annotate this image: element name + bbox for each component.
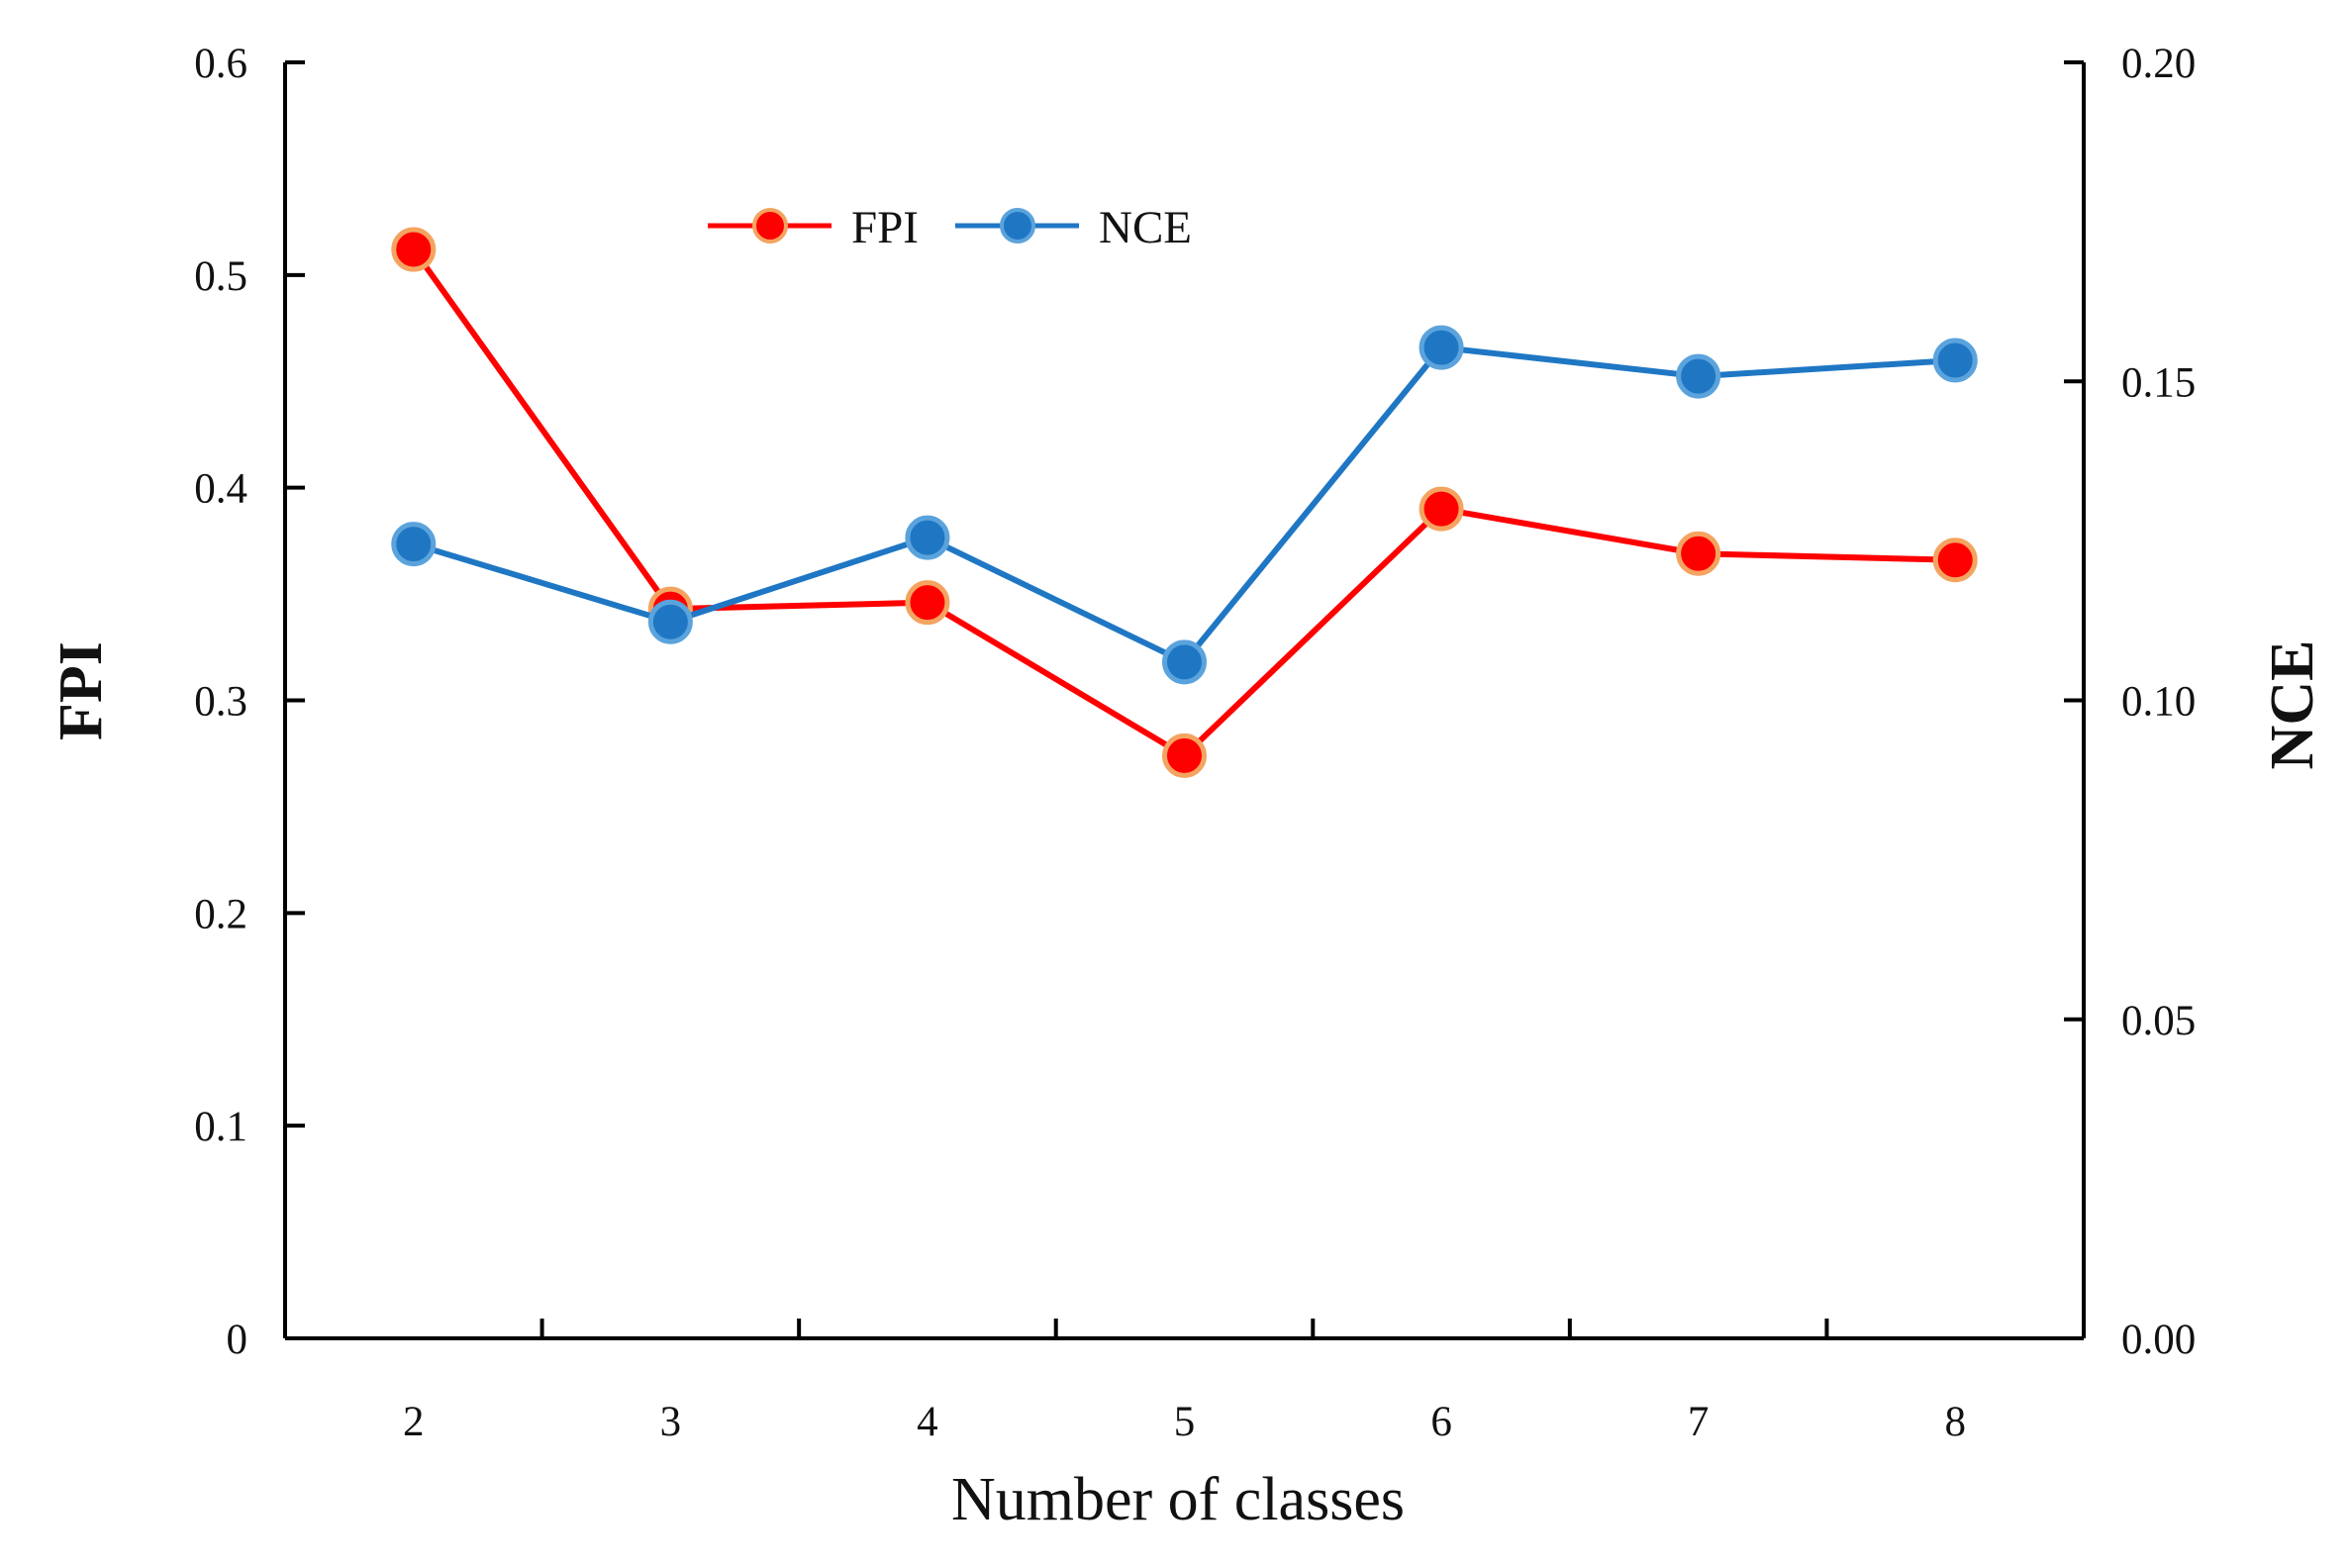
x-tick-label: 6 xyxy=(1430,1399,1452,1445)
left-y-axis-ticks: 0 0.1 0.2 0.3 0.4 0.5 0.6 xyxy=(194,41,305,1363)
right-y-axis-ticks: 0.00 0.05 0.10 0.15 0.20 xyxy=(2064,41,2196,1363)
y2-tick-label: 0.05 xyxy=(2121,998,2196,1044)
x-tick-label: 8 xyxy=(1944,1399,1966,1445)
series-fpi xyxy=(391,227,1978,778)
legend-nce-label: NCE xyxy=(1099,202,1192,253)
nce-point xyxy=(1676,353,1721,399)
x-tick-label: 7 xyxy=(1688,1399,1710,1445)
fpi-point xyxy=(905,580,950,626)
y-tick-label: 0.4 xyxy=(194,466,247,513)
y2-tick-label: 0.20 xyxy=(2121,41,2196,87)
y-tick-label: 0.2 xyxy=(194,891,247,937)
fpi-point xyxy=(1676,531,1721,576)
x-axis-title: Number of classes xyxy=(951,1466,1405,1533)
y2-tick-label: 0.10 xyxy=(2121,679,2196,726)
x-tick-label: 5 xyxy=(1174,1399,1196,1445)
x-axis-ticks: 2 3 4 5 6 7 8 xyxy=(403,1319,1966,1445)
fpi-point xyxy=(391,227,437,272)
legend: FPI NCE xyxy=(708,202,1192,253)
nce-line xyxy=(412,344,1956,665)
x-tick-label: 2 xyxy=(403,1399,425,1445)
fpi-point xyxy=(1419,486,1464,532)
y-tick-label: 0 xyxy=(227,1317,248,1363)
series-layer xyxy=(391,227,1978,778)
nce-point xyxy=(1162,639,1207,685)
nce-point xyxy=(391,522,437,567)
plot-frame xyxy=(283,62,2086,1340)
fpi-point xyxy=(1932,538,1978,583)
y2-tick-label: 0.00 xyxy=(2121,1317,2196,1363)
left-y-axis-title: FPI xyxy=(48,641,115,740)
y-tick-label: 0.3 xyxy=(194,679,247,726)
nce-point xyxy=(1932,338,1978,383)
series-nce xyxy=(391,325,1978,685)
nce-point xyxy=(647,599,693,644)
fpi-point xyxy=(1162,733,1207,778)
y2-tick-label: 0.15 xyxy=(2121,359,2196,406)
legend-nce-marker xyxy=(1000,208,1035,244)
legend-fpi-marker xyxy=(752,208,788,244)
x-tick-label: 3 xyxy=(660,1399,682,1445)
x-tick-label: 4 xyxy=(917,1399,938,1445)
legend-fpi-label: FPI xyxy=(851,202,919,253)
y-tick-label: 0.1 xyxy=(194,1104,247,1150)
nce-point xyxy=(905,515,950,560)
y-tick-label: 0.5 xyxy=(194,253,247,300)
nce-point xyxy=(1419,325,1464,370)
right-y-axis-title: NCE xyxy=(2259,640,2326,770)
y-tick-label: 0.6 xyxy=(194,41,247,87)
